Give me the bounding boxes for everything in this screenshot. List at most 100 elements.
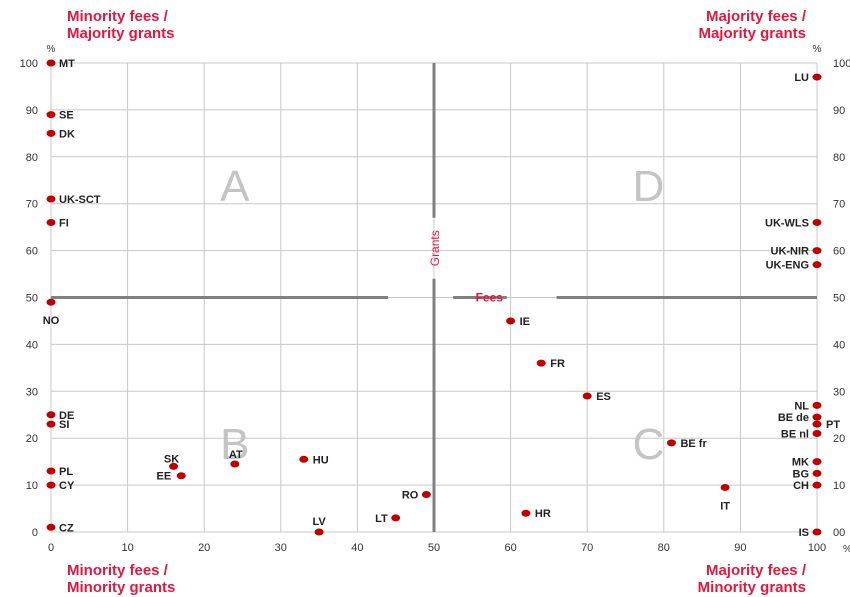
data-point-mt <box>46 59 56 67</box>
data-point-mk <box>812 458 822 466</box>
corner-label-top-left-line-1: Minority fees / <box>67 8 168 25</box>
data-label-lt: LT <box>375 513 388 525</box>
data-point-be-fr <box>666 439 676 447</box>
data-label-ee: EE <box>157 471 172 483</box>
data-label-be-fr: BE fr <box>680 438 707 450</box>
data-label-uk-eng: UK-ENG <box>766 260 809 272</box>
corner-label-bottom-left: Minority fees / Minority grants <box>67 562 175 596</box>
data-label-si: SI <box>59 419 69 431</box>
y-unit-right: % <box>813 44 822 55</box>
y-tick-label-left: 30 <box>26 386 38 398</box>
corner-label-bottom-left-line-1: Minority fees / <box>67 562 168 579</box>
x-tick-label: 50 <box>428 542 440 554</box>
data-point-it <box>720 483 730 491</box>
quadrant-letter-a: A <box>220 162 250 211</box>
corner-label-bottom-left-line-2: Minority grants <box>67 579 176 596</box>
corner-label-bottom-right-line-2: Minority grants <box>697 579 806 596</box>
data-point-sk <box>169 462 179 470</box>
x-tick-label: 100 <box>808 542 826 554</box>
data-label-bg: BG <box>793 468 810 480</box>
y-tick-label-left: 20 <box>26 433 38 445</box>
x-tick-label: 10 <box>121 542 133 554</box>
corner-label-top-right: Majority fees / Majority grants <box>698 8 806 42</box>
y-tick-label-left: 50 <box>26 293 38 305</box>
corner-label-top-left-line-2: Majority grants <box>67 25 175 42</box>
data-point-lu <box>812 73 822 81</box>
data-label-be-nl: BE nl <box>781 429 809 441</box>
x-unit: % <box>843 544 850 555</box>
data-label-mk: MK <box>792 457 809 469</box>
divider-label-grants: Grants <box>428 230 442 266</box>
data-point-ee <box>176 472 186 480</box>
data-label-no: NO <box>43 315 60 327</box>
data-point-pl <box>46 467 56 475</box>
data-point-ro <box>421 490 431 498</box>
data-label-is: IS <box>799 527 809 539</box>
data-label-lv: LV <box>312 516 326 528</box>
y-tick-label-left: 0 <box>32 527 38 539</box>
y-tick-label-right: 00 <box>833 527 845 539</box>
y-tick-label-right: 10 <box>833 480 845 492</box>
quadrant-letter-d: D <box>633 162 665 211</box>
corner-label-top-right-line-1: Majority fees / <box>705 8 806 25</box>
data-point-de <box>46 411 56 419</box>
data-point-uk-sct <box>46 195 56 203</box>
quadrant-dividers: Grants Fees <box>51 63 817 532</box>
data-point-lv <box>314 528 324 536</box>
data-point-es <box>582 392 592 400</box>
data-point-fi <box>46 218 56 226</box>
x-tick-label: 60 <box>504 542 516 554</box>
data-point-ie <box>506 317 516 325</box>
x-tick-label: 80 <box>658 542 670 554</box>
data-point-se <box>46 111 56 119</box>
data-point-hr <box>521 509 531 517</box>
data-point-be-de <box>812 413 822 421</box>
data-point-nl <box>812 401 822 409</box>
data-point-pt <box>812 420 822 428</box>
y-tick-label-right: 100 <box>833 58 850 70</box>
y-tick-label-left: 90 <box>26 105 38 117</box>
y-tick-label-right: 90 <box>833 105 845 117</box>
data-point-fr <box>536 359 546 367</box>
x-tick-label: 40 <box>351 542 363 554</box>
corner-label-top-right-line-2: Majority grants <box>698 25 806 42</box>
corner-label-bottom-right: Majority fees / Minority grants <box>698 562 806 596</box>
data-point-si <box>46 420 56 428</box>
y-tick-label-right: 50 <box>833 293 845 305</box>
data-label-ro: RO <box>402 489 419 501</box>
y-tick-label-right: 70 <box>833 199 845 211</box>
data-point-lt <box>391 514 401 522</box>
data-label-uk-sct: UK-SCT <box>59 194 101 206</box>
corner-label-top-left: Minority fees / Majority grants <box>67 8 175 42</box>
data-point-cy <box>46 481 56 489</box>
data-point-bg <box>812 469 822 477</box>
y-tick-label-left: 100 <box>20 58 38 70</box>
data-point-cz <box>46 523 56 531</box>
y-tick-label-right: 20 <box>833 433 845 445</box>
data-label-sk: SK <box>164 453 179 465</box>
data-label-ie: IE <box>520 316 530 328</box>
data-label-es: ES <box>596 391 611 403</box>
x-tick-label: 0 <box>48 542 54 554</box>
y-tick-label-right: 40 <box>833 339 845 351</box>
data-label-at: AT <box>229 449 243 461</box>
data-label-uk-nir: UK-NIR <box>771 246 810 258</box>
x-tick-label: 70 <box>581 542 593 554</box>
y-tick-label-left: 40 <box>26 339 38 351</box>
x-tick-label: 20 <box>198 542 210 554</box>
data-label-hu: HU <box>313 454 329 466</box>
data-point-is <box>812 528 822 536</box>
data-label-se: SE <box>59 110 74 122</box>
y-tick-label-left: 80 <box>26 152 38 164</box>
y-unit-left: % <box>47 44 56 55</box>
data-point-uk-wls <box>812 218 822 226</box>
data-label-hr: HR <box>535 508 551 520</box>
data-label-dk: DK <box>59 128 75 140</box>
y-tick-label-left: 60 <box>26 246 38 258</box>
data-label-uk-wls: UK-WLS <box>765 217 809 229</box>
data-label-lu: LU <box>794 72 809 84</box>
data-point-uk-eng <box>812 261 822 269</box>
